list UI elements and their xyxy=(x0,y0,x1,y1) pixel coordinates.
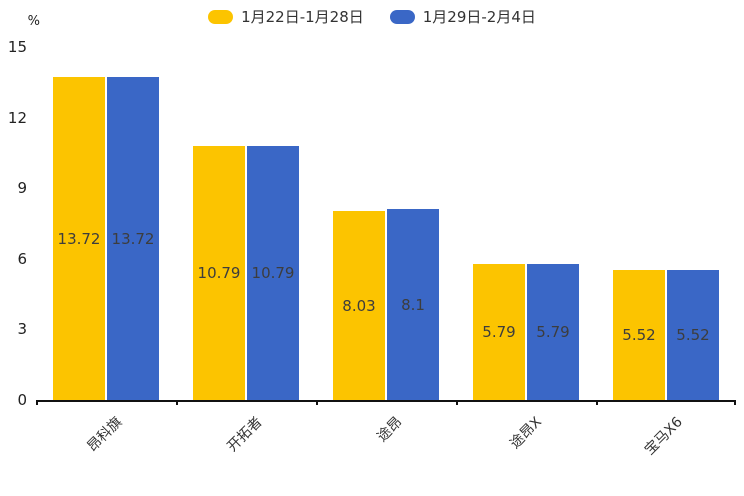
bar-series-1-途昂: 8.1 xyxy=(387,209,439,400)
bar-series-0-昂科旗: 13.72 xyxy=(53,77,105,400)
bar-value-label: 10.79 xyxy=(251,264,295,283)
bar-group-1: 10.79 10.79 开拓者 xyxy=(176,47,316,455)
x-axis-tick-mark xyxy=(456,400,458,405)
bar-value-label: 5.79 xyxy=(536,322,570,341)
x-axis-category-label: 昂科旗 xyxy=(84,414,126,456)
legend-swatch-icon xyxy=(389,9,415,24)
y-axis-tick-label: 3 xyxy=(17,320,27,339)
plot-area: 13.72 13.72 昂科旗 10.79 10.79 开拓者 8.03 8.1 途昂 5.79 5… xyxy=(8,38,736,458)
y-axis-tick-label: 12 xyxy=(7,108,27,127)
y-axis-tick-label: 15 xyxy=(7,38,27,56)
bar-series-1-途昂X: 5.79 xyxy=(527,263,579,400)
bar-groups: 13.72 13.72 昂科旗 10.79 10.79 开拓者 8.03 8.1 途昂 5.79 5… xyxy=(36,47,736,458)
bar-value-label: 5.79 xyxy=(482,322,516,341)
bar-value-label: 13.72 xyxy=(111,229,155,248)
y-axis-tick-label: 6 xyxy=(17,249,27,268)
bar-value-label: 8.1 xyxy=(401,295,425,314)
x-axis-category-label: 途昂 xyxy=(374,414,406,446)
legend: 1月22日-1月28日 1月29日-2月4日 xyxy=(0,6,744,27)
y-axis-tick-label: 9 xyxy=(17,179,27,198)
bar-group-4: 5.52 5.52 宝马X6 xyxy=(596,47,736,458)
legend-item-series-1[interactable]: 1月29日-2月4日 xyxy=(389,6,536,27)
legend-swatch-icon xyxy=(208,9,234,24)
bar-value-label: 5.52 xyxy=(676,326,710,345)
bar-series-1-宝马X6: 5.52 xyxy=(667,270,719,400)
x-axis-tick-mark xyxy=(36,400,38,405)
bar-group-3: 5.79 5.79 途昂X xyxy=(456,47,596,452)
x-axis-category-label: 开拓者 xyxy=(224,414,266,456)
legend-item-series-0[interactable]: 1月22日-1月28日 xyxy=(208,6,364,27)
y-axis-tick-label: 0 xyxy=(17,391,27,409)
bar-series-0-途昂: 8.03 xyxy=(333,211,385,400)
bar-value-label: 8.03 xyxy=(342,296,376,315)
x-axis-tick-mark xyxy=(316,400,318,405)
bar-value-label: 10.79 xyxy=(197,264,241,283)
bar-series-1-开拓者: 10.79 xyxy=(247,146,299,400)
bar-group-2: 8.03 8.1 途昂 xyxy=(316,47,456,445)
bar-series-0-途昂X: 5.79 xyxy=(473,263,525,400)
bar-value-label: 5.52 xyxy=(622,326,656,345)
bar-series-1-昂科旗: 13.72 xyxy=(107,77,159,400)
legend-label: 1月29日-2月4日 xyxy=(422,8,536,26)
x-axis-category-label: 途昂X xyxy=(507,414,546,453)
legend-label: 1月22日-1月28日 xyxy=(241,8,364,26)
bar-group-0: 13.72 13.72 昂科旗 xyxy=(36,47,176,455)
x-axis-tick-mark xyxy=(734,400,736,405)
y-axis-unit-label: % xyxy=(27,14,40,29)
x-axis-tick-mark xyxy=(176,400,178,405)
x-axis-tick-mark xyxy=(596,400,598,405)
x-axis-category-label: 宝马X6 xyxy=(641,414,686,459)
bar-series-0-开拓者: 10.79 xyxy=(193,146,245,400)
bar-series-0-宝马X6: 5.52 xyxy=(613,270,665,400)
bar-value-label: 13.72 xyxy=(57,229,101,248)
